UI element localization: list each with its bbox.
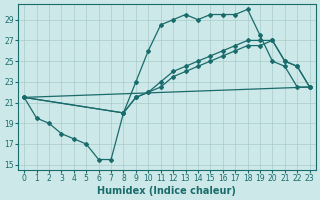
- X-axis label: Humidex (Indice chaleur): Humidex (Indice chaleur): [98, 186, 236, 196]
